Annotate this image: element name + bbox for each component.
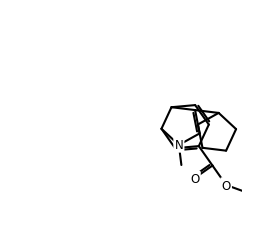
Text: O: O	[190, 172, 200, 185]
Text: O: O	[221, 179, 231, 192]
Text: N: N	[174, 139, 183, 152]
